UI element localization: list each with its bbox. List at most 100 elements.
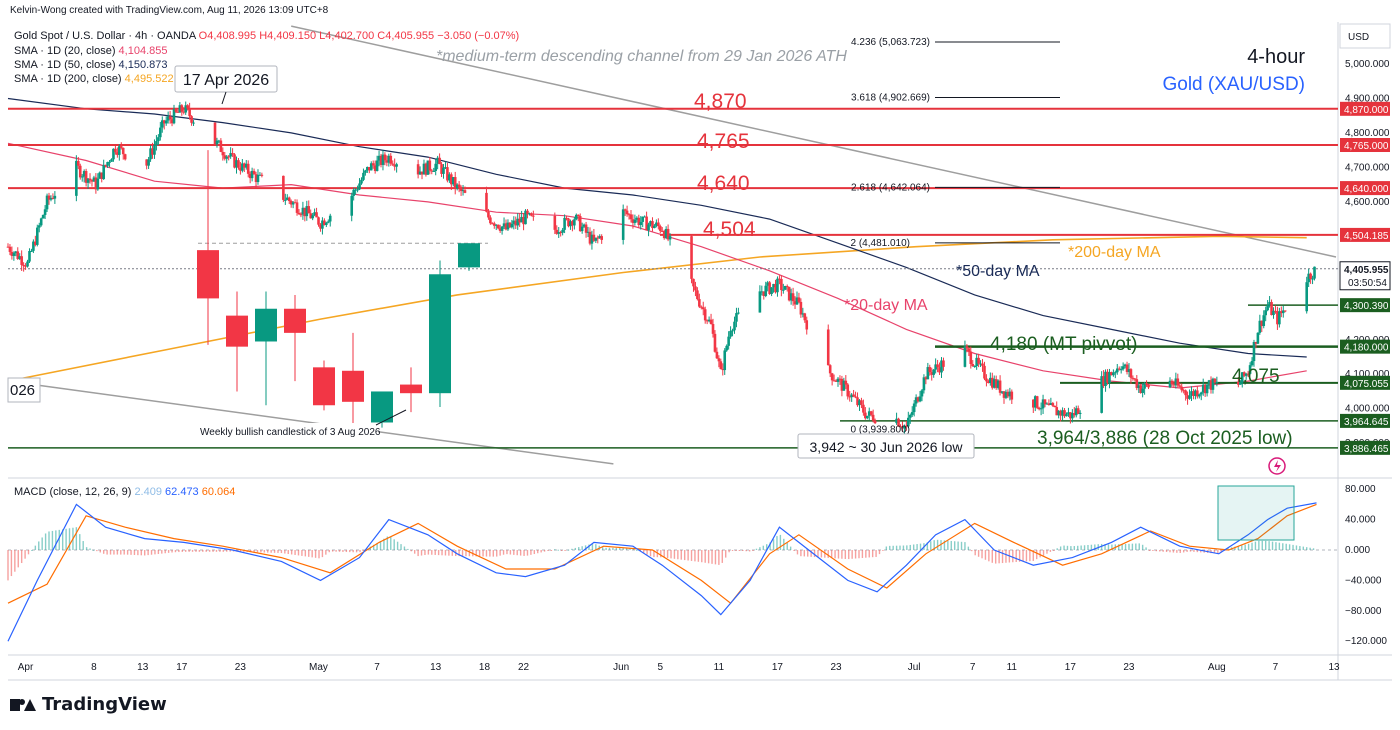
sma200-legend[interactable]: SMA · 1D (200, close) 4,495.522 [14,73,174,85]
candle-body [28,251,31,262]
macd-histogram-bar [1292,544,1294,550]
candle-body [328,215,332,222]
macd-histogram-bar [1159,550,1161,552]
candle-body [926,367,930,380]
candle-body [641,216,645,222]
price-tick-label: 4,700.000 [1345,162,1390,173]
time-tick-label: Jul [908,662,921,673]
candle-body [1184,390,1187,396]
macd-histogram-bar [827,550,829,558]
candle-body [1272,310,1275,316]
macd-histogram-bar [991,550,993,563]
candle-body [969,351,973,365]
macd-histogram-bar [444,550,447,556]
weekly-candle-body [255,308,277,342]
macd-histogram-bar [1049,550,1052,552]
macd-histogram-bar [735,550,737,551]
candle-body [1008,391,1012,397]
candle-body [910,412,914,415]
macd-histogram-bar [1282,543,1284,550]
candle-body [797,297,801,302]
ohlc-high: H4,409.150 [259,30,317,42]
macd-histogram-bar [762,545,764,550]
macd-histogram-bar [550,550,553,551]
candle-body [299,214,303,216]
fib-label: 3.618 (4,902.669) [851,93,930,104]
macd-histogram-bar [704,550,706,563]
macd-legend[interactable]: MACD (close, 12, 26, 9) 2.409 62.473 60.… [14,486,235,498]
macd-histogram-bar [1179,550,1181,553]
macd-histogram-bar [1090,544,1093,550]
macd-histogram-bar [1077,545,1079,550]
macd-histogram-bar [1070,546,1072,550]
price-axis[interactable]: 5,000.000 4,900.000 4,800.000 4,700.000 4,60… [1339,59,1391,647]
macd-histogram-bar [133,550,136,555]
macd-histogram-bar [270,550,272,553]
macd-histogram-bar [882,550,884,551]
macd-histogram-bar [1169,550,1171,553]
candle-body [32,241,35,251]
candle-body [461,190,465,192]
macd-histogram-bar [977,550,980,557]
macd-histogram-bar [776,536,778,550]
flash-icon[interactable] [1268,457,1286,475]
macd-histogram-bar [335,550,337,552]
macd-histogram-bar [738,550,741,551]
candle-body [451,177,455,185]
candle-body [182,111,186,113]
sma50-line [7,97,1307,358]
candle-body [217,140,221,142]
candle-body [147,159,150,166]
macd-histogram-bar [663,550,665,558]
candle-body [426,160,430,175]
price-tick-label: 4,600.000 [1345,197,1390,208]
macd-legend-label: MACD (close, 12, 26, 9) [14,486,132,498]
macd-histogram-bar [615,547,618,550]
macd-histogram-bar [1066,545,1069,550]
macd-histogram-bar [889,545,891,550]
candle-body [104,164,107,166]
candle-body [1256,332,1260,344]
candle-body [506,222,510,230]
macd-histogram-bar [540,550,542,553]
macd-histogram-bar [1285,543,1287,550]
candle-body [1119,369,1123,371]
candle-body [664,228,668,239]
macd-histogram-bar [308,550,310,557]
macd-histogram-bar [400,544,402,550]
macd-histogram-bar [636,549,638,551]
candle-body [420,171,424,175]
time-tick-label: 8 [91,662,97,673]
candle-body [188,108,191,117]
candle-body [524,210,527,225]
candle-body [1252,342,1256,362]
candle-body [6,246,10,248]
macd-histogram-bar [1005,550,1007,563]
candle-body [293,202,297,204]
channel-upper-line [291,25,1337,258]
time-axis[interactable]: Apr 8 13 17 23 May 7 13 18 22 Jun 5 11 17 23 Jul 7 11 17 23… [18,662,1340,673]
candle-body [172,108,176,124]
macd-histogram-bar [1083,545,1086,550]
candle-body [1199,392,1203,395]
macd-histogram-bar [157,550,160,554]
sma50-legend-value: 4,150.873 [118,59,168,71]
tradingview-brand[interactable]: TradingView [10,694,167,715]
candle-body [180,105,184,112]
ohlc-change: −3.050 (−0.07%) [437,30,520,42]
candle-body [938,367,941,373]
candle-body [53,195,57,199]
sma50-legend[interactable]: SMA · 1D (50, close) 4,150.873 [14,59,167,71]
candle-body [977,357,980,364]
sma20-legend[interactable]: SMA · 1D (20, close) 4,104.855 [14,45,167,57]
candle-body [1209,380,1213,390]
candle-body [590,234,594,244]
candle-body [774,283,777,293]
macd-histogram-bar [793,550,795,551]
price-level-tag-label: 3,964.645 [1344,417,1389,428]
candle-body [850,394,853,398]
macd-histogram-bar [465,550,467,557]
candle-body [1211,378,1215,390]
candle-body [260,174,264,176]
